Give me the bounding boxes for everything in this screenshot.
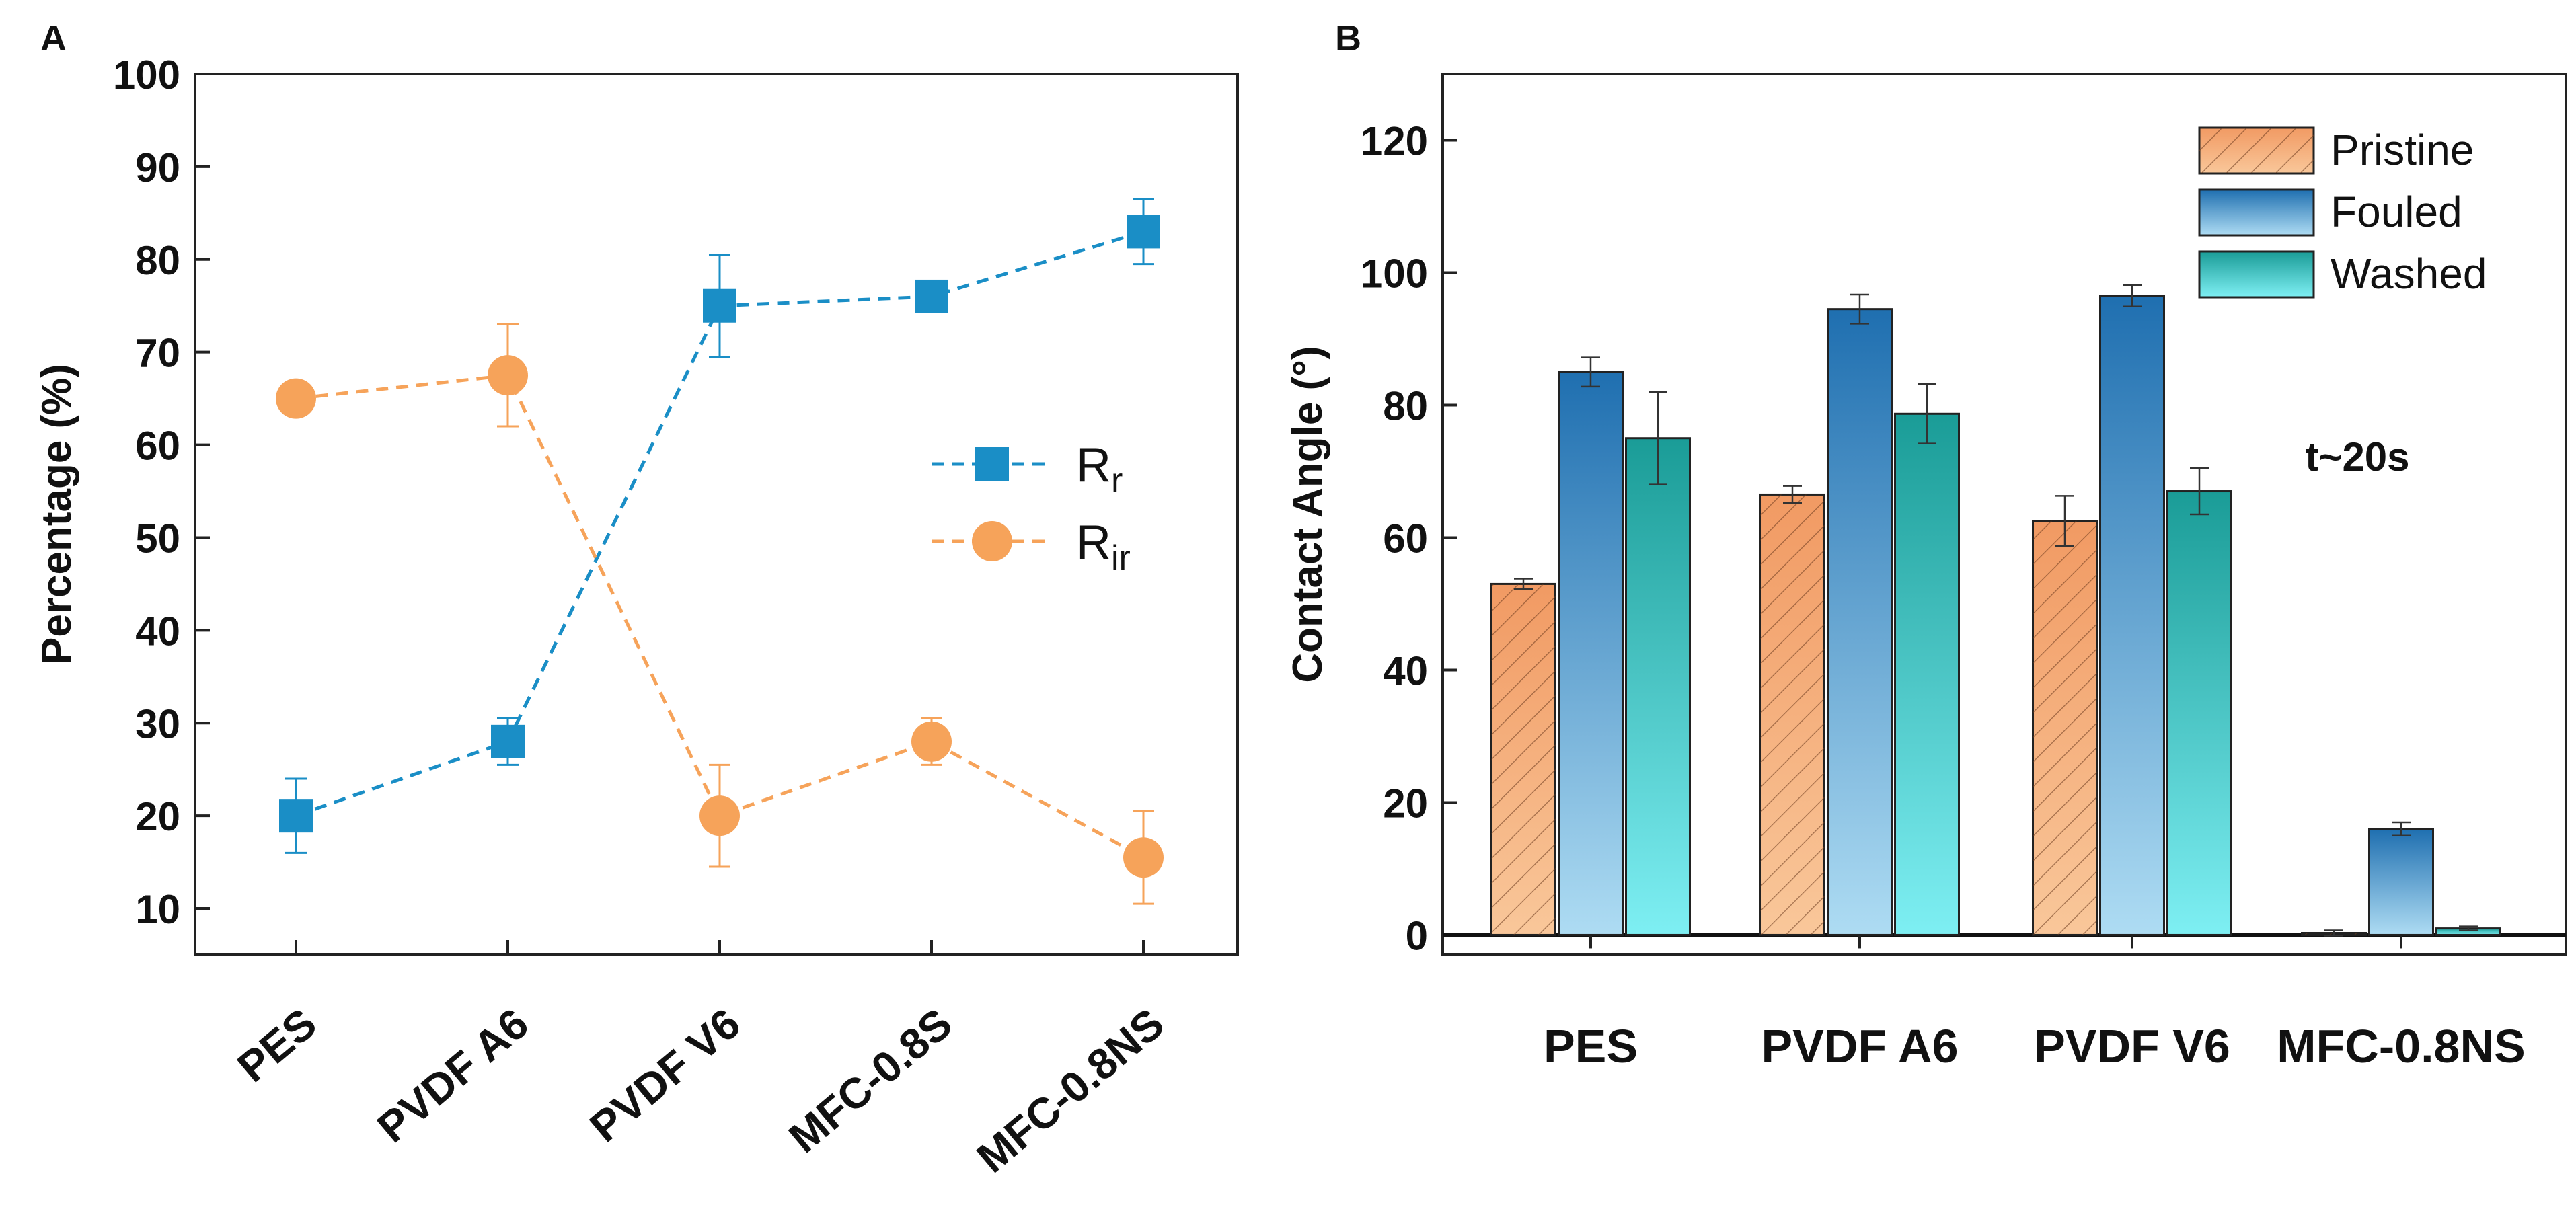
panel-a-line-chart: A 10 20 30 40 50 60 70 80 90 100 PES PVDF A6 PVDF V… xyxy=(34,18,1239,1182)
y-tick-label: 80 xyxy=(135,238,180,283)
y-tick-label: 20 xyxy=(1383,781,1428,826)
series-pristine xyxy=(1490,485,2367,937)
y-tick-label: 20 xyxy=(135,794,180,839)
legend-label: Rir xyxy=(1076,516,1131,578)
y-tick-label: 60 xyxy=(1383,516,1428,561)
series-fouled xyxy=(1558,284,2434,936)
data-point xyxy=(1123,837,1164,878)
legend-entry: Washed xyxy=(2198,249,2487,299)
panel-a-series xyxy=(276,198,1164,905)
y-tick-label: 60 xyxy=(135,424,180,469)
legend-label: Pristine xyxy=(2331,126,2474,174)
data-point xyxy=(699,795,740,836)
legend-marker xyxy=(975,447,1009,481)
data-point xyxy=(911,721,952,762)
panel-a-y-axis: 10 20 30 40 50 60 70 80 90 100 xyxy=(113,52,210,932)
y-tick-label: 0 xyxy=(1406,913,1428,958)
x-tick-label: PVDF V6 xyxy=(580,999,749,1152)
panel-b-bar-chart: B 0 20 40 60 80 100 120 PES PVDF A6 PVDF V6 MFC-0… xyxy=(1285,18,2567,1073)
x-tick-label: MFC-0.8NS xyxy=(968,999,1173,1182)
series-line xyxy=(295,373,1145,859)
legend-entry: Fouled xyxy=(2198,188,2462,237)
legend-label-subscript: r xyxy=(1111,461,1123,500)
x-tick-label: PES xyxy=(229,999,326,1091)
data-point xyxy=(703,288,736,323)
data-point xyxy=(276,378,316,419)
y-tick-label: 40 xyxy=(135,609,180,654)
panel-a-y-axis-label: Percentage (%) xyxy=(34,364,80,665)
legend-label: Washed xyxy=(2331,249,2487,298)
panel-b-bars xyxy=(1490,284,2501,937)
bar xyxy=(2099,295,2165,936)
data-point xyxy=(488,355,528,396)
bar xyxy=(1625,437,1691,936)
data-point xyxy=(915,279,948,313)
y-tick-label: 100 xyxy=(1361,251,1428,296)
bar xyxy=(1894,412,1960,936)
legend-swatch xyxy=(2198,250,2315,299)
panel-b-y-axis-label: Contact Angle (°) xyxy=(1285,346,1331,683)
bar xyxy=(2368,828,2434,936)
y-tick-label: 80 xyxy=(1383,383,1428,428)
panel-b-annotation: t~20s xyxy=(2305,434,2409,479)
x-tick-label: PVDF V6 xyxy=(2034,1020,2230,1073)
panel-a-plot-frame xyxy=(194,73,1239,956)
legend-entry: Rr xyxy=(932,438,1123,500)
series-rir xyxy=(276,323,1164,905)
legend-entry: Rir xyxy=(932,516,1131,578)
y-tick-label: 10 xyxy=(135,887,180,932)
legend-swatch xyxy=(2198,188,2315,237)
legend-entry: Pristine xyxy=(2198,126,2474,175)
x-tick-label: MFC-0.8NS xyxy=(2277,1020,2525,1073)
y-tick-label: 50 xyxy=(135,516,180,561)
x-tick-label: PES xyxy=(1544,1020,1638,1073)
bar-hatch xyxy=(1760,494,1825,935)
panel-a-letter: A xyxy=(40,18,67,59)
legend-marker xyxy=(972,521,1012,561)
panel-a-x-axis: PES PVDF A6 PVDF V6 MFC-0.8S MFC-0.8NS xyxy=(229,940,1173,1182)
y-tick-label: 100 xyxy=(113,52,180,98)
bar xyxy=(2166,490,2232,936)
series-rr xyxy=(279,198,1160,854)
x-tick-label: MFC-0.8S xyxy=(780,999,961,1163)
panel-a-legend: Rr Rir xyxy=(932,438,1131,578)
y-tick-label: 40 xyxy=(1383,648,1428,693)
legend-label: Fouled xyxy=(2331,188,2462,236)
x-tick-label: PVDF A6 xyxy=(368,999,537,1152)
bar-hatch xyxy=(1491,584,1556,935)
bar xyxy=(1558,371,1624,936)
panel-b-letter: B xyxy=(1335,18,1361,59)
panel-b-plot-frame xyxy=(1441,73,2567,956)
y-tick-label: 90 xyxy=(135,145,180,190)
panel-b-x-axis: PES PVDF A6 PVDF V6 MFC-0.8NS xyxy=(1544,935,2526,1073)
legend-label-subscript: ir xyxy=(1111,539,1131,578)
legend-label: Rr xyxy=(1076,438,1123,500)
y-tick-label: 70 xyxy=(135,331,180,376)
x-tick-label: PVDF A6 xyxy=(1761,1020,1958,1073)
legend-swatch-hatch xyxy=(2199,128,2314,173)
data-point xyxy=(491,724,525,758)
data-point xyxy=(279,799,313,833)
bar-hatch xyxy=(2033,520,2097,935)
series-washed xyxy=(1625,383,2501,936)
data-point xyxy=(1127,215,1160,249)
panel-b-legend: Pristine Fouled Washed xyxy=(2198,126,2487,299)
bar xyxy=(1827,308,1893,936)
y-tick-label: 30 xyxy=(135,701,180,746)
y-tick-label: 120 xyxy=(1361,118,1428,163)
